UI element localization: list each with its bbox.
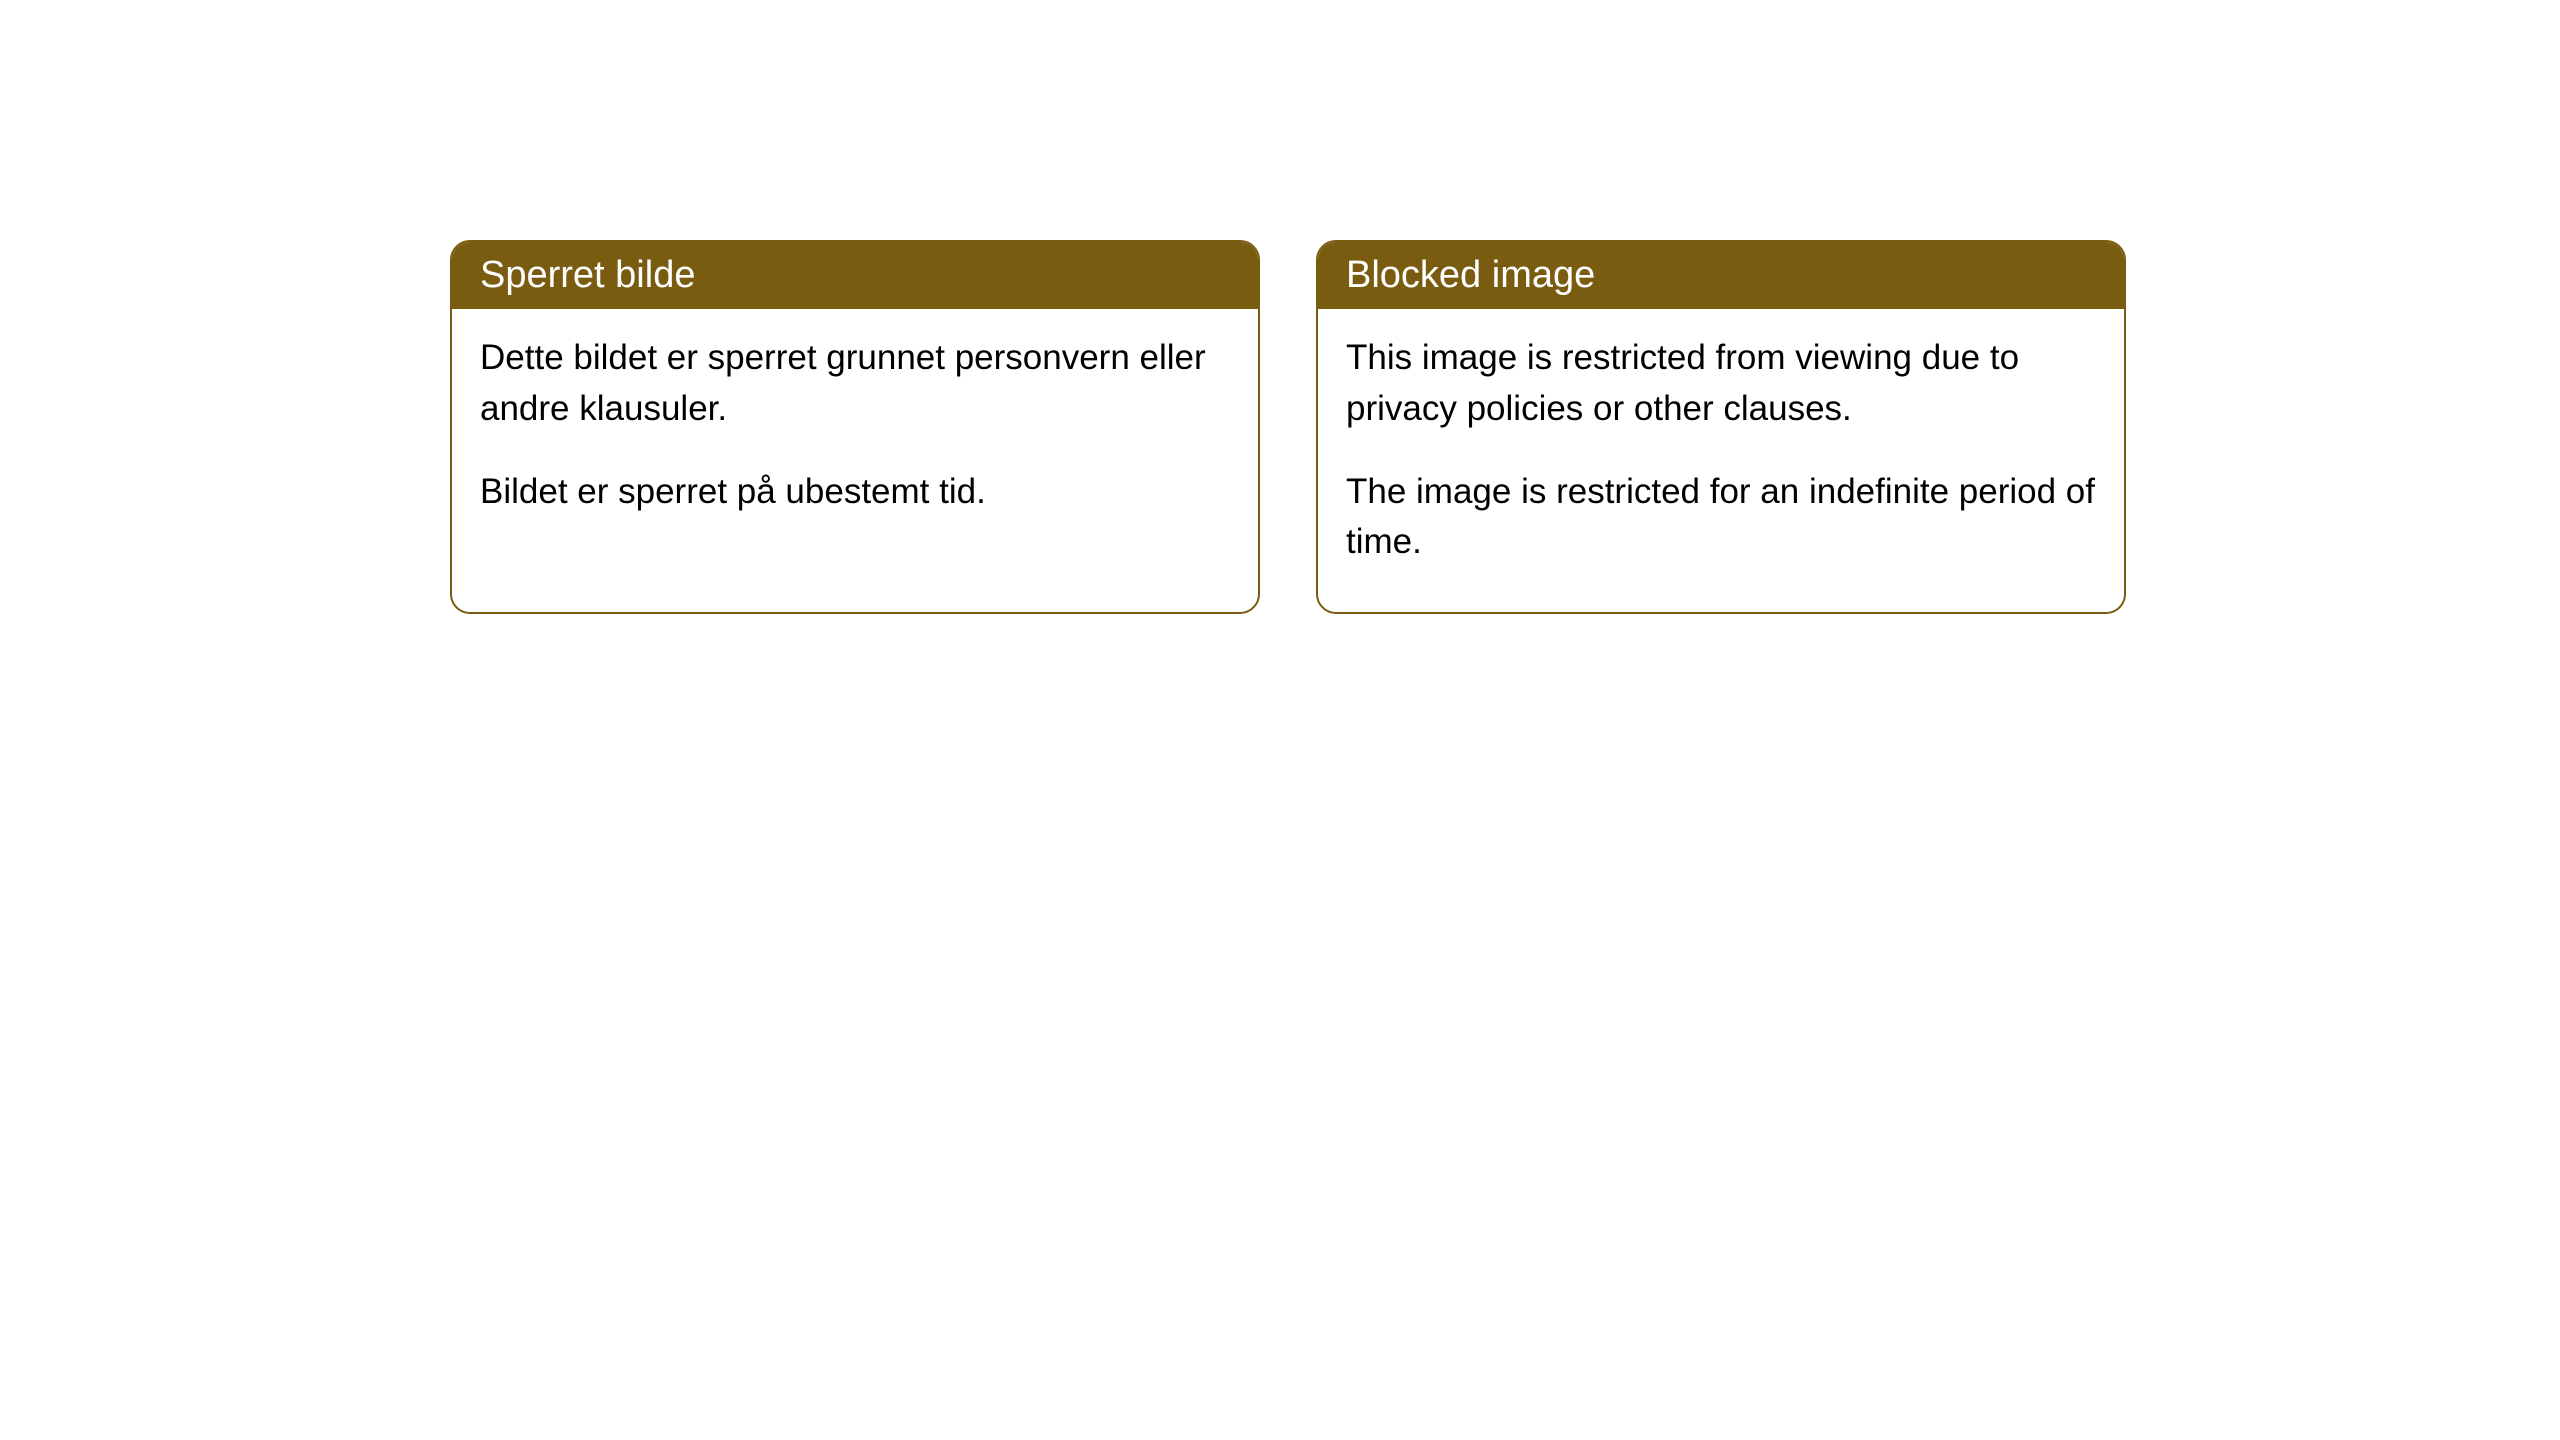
notice-text-1: Dette bildet er sperret grunnet personve… xyxy=(480,333,1230,435)
notice-cards-container: Sperret bilde Dette bildet er sperret gr… xyxy=(0,0,2560,614)
card-header-english: Blocked image xyxy=(1318,242,2124,309)
card-title: Sperret bilde xyxy=(480,254,695,296)
card-body-norwegian: Dette bildet er sperret grunnet personve… xyxy=(452,309,1258,561)
notice-card-english: Blocked image This image is restricted f… xyxy=(1316,240,2126,614)
card-header-norwegian: Sperret bilde xyxy=(452,242,1258,309)
card-title: Blocked image xyxy=(1346,254,1595,296)
notice-text-1: This image is restricted from viewing du… xyxy=(1346,333,2096,435)
notice-card-norwegian: Sperret bilde Dette bildet er sperret gr… xyxy=(450,240,1260,614)
notice-text-2: Bildet er sperret på ubestemt tid. xyxy=(480,467,1230,518)
notice-text-2: The image is restricted for an indefinit… xyxy=(1346,467,2096,569)
card-body-english: This image is restricted from viewing du… xyxy=(1318,309,2124,612)
